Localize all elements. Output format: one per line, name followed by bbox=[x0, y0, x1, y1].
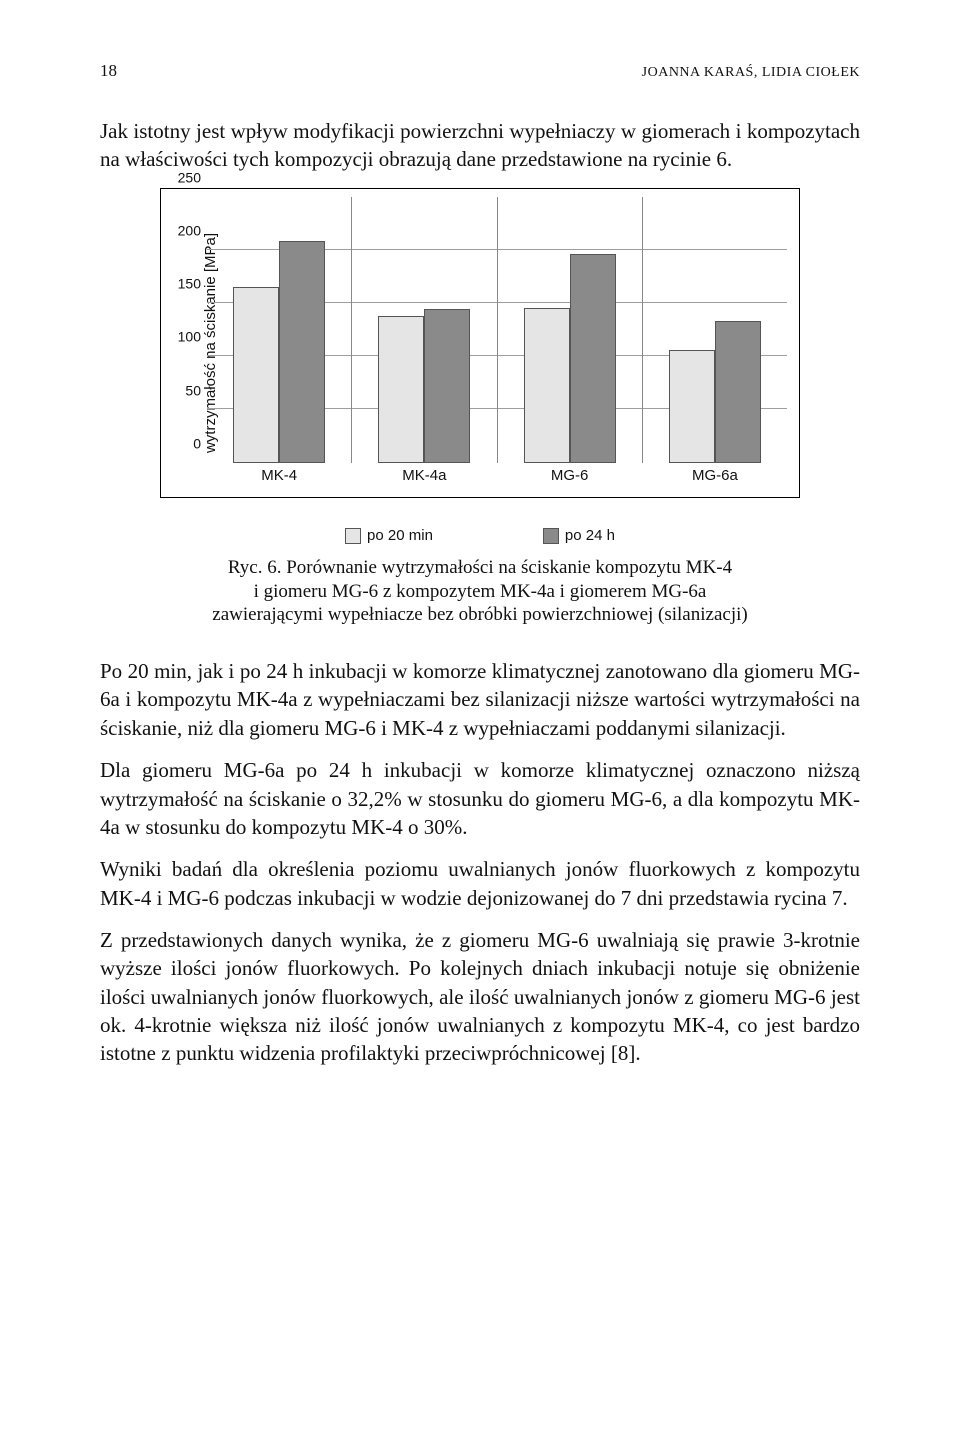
bar bbox=[715, 321, 761, 463]
bar bbox=[524, 308, 570, 462]
bar bbox=[279, 241, 325, 462]
category-group: MG-6 bbox=[497, 197, 642, 463]
category-group: MG-6a bbox=[642, 197, 787, 463]
categories: MK-4MK-4aMG-6MG-6a bbox=[207, 197, 787, 463]
category-label: MG-6 bbox=[498, 466, 642, 486]
bar-chart: wytrzymałość na ściskanie [MPa] 05010015… bbox=[160, 188, 800, 498]
body-p3: Wyniki badań dla określenia poziomu uwal… bbox=[100, 855, 860, 912]
bar bbox=[378, 316, 424, 463]
y-tick: 250 bbox=[178, 168, 207, 187]
y-tick: 150 bbox=[178, 275, 207, 294]
legend-label-po20: po 20 min bbox=[367, 526, 433, 546]
figure-caption: Ryc. 6. Porównanie wytrzymałości na ścis… bbox=[160, 556, 800, 627]
page-number: 18 bbox=[100, 60, 117, 83]
legend-item-po20: po 20 min bbox=[345, 526, 433, 546]
category-label: MG-6a bbox=[643, 466, 787, 486]
body-p1: Po 20 min, jak i po 24 h inkubacji w kom… bbox=[100, 657, 860, 742]
bar bbox=[570, 254, 616, 463]
bar bbox=[233, 287, 279, 463]
body-p4: Z przedstawionych danych wynika, że z gi… bbox=[100, 926, 860, 1068]
running-head: 18 JOANNA KARAŚ, LIDIA CIOŁEK bbox=[100, 60, 860, 83]
legend-label-po24h: po 24 h bbox=[565, 526, 615, 546]
category-label: MK-4 bbox=[207, 466, 351, 486]
y-tick: 0 bbox=[193, 434, 207, 453]
authors: JOANNA KARAŚ, LIDIA CIOŁEK bbox=[642, 64, 860, 83]
legend-item-po24h: po 24 h bbox=[543, 526, 615, 546]
caption-line1: Porównanie wytrzymałości na ściskanie ko… bbox=[286, 557, 732, 578]
legend-swatch-po24h bbox=[543, 528, 559, 544]
bar bbox=[669, 350, 715, 463]
caption-number: Ryc. 6. bbox=[228, 557, 282, 578]
caption-line3: zawierającymi wypełniacze bez obróbki po… bbox=[160, 603, 800, 627]
y-tick: 200 bbox=[178, 221, 207, 240]
y-tick: 50 bbox=[185, 381, 207, 400]
intro-paragraph: Jak istotny jest wpływ modyfikacji powie… bbox=[100, 117, 860, 174]
category-group: MK-4 bbox=[207, 197, 351, 463]
category-label: MK-4a bbox=[352, 466, 496, 486]
chart-legend: po 20 min po 24 h bbox=[160, 526, 800, 546]
caption-line2: i giomeru MG-6 z kompozytem MK-4a i giom… bbox=[160, 580, 800, 604]
legend-swatch-po20 bbox=[345, 528, 361, 544]
category-group: MK-4a bbox=[351, 197, 496, 463]
figure-6: wytrzymałość na ściskanie [MPa] 05010015… bbox=[160, 188, 800, 546]
body-p2: Dla giomeru MG-6a po 24 h inkubacji w ko… bbox=[100, 756, 860, 841]
bar bbox=[424, 309, 470, 462]
plot-area: 050100150200250MK-4MK-4aMG-6MG-6a bbox=[207, 197, 787, 463]
y-tick: 100 bbox=[178, 328, 207, 347]
